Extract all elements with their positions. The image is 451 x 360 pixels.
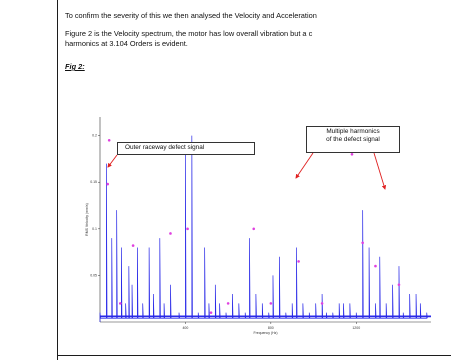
annotation-arrows — [107, 152, 387, 190]
paragraph-figure-desc-line2: harmonics at 3.104 Orders is evident. — [65, 39, 188, 48]
outer-raceway-callout: Outer raceway defect signal — [117, 142, 255, 155]
harmonic-marker-9 — [269, 302, 273, 305]
page-bottom-edge — [58, 355, 451, 356]
arrow-outer-raceway — [107, 154, 118, 168]
multiple-harmonics-label-line2: of the defect signal — [326, 136, 380, 143]
harmonic-marker-14 — [374, 264, 377, 268]
document-page: To confirm the severity of this we then … — [57, 0, 451, 360]
multiple-harmonics-label-line1: Multiple harmonics — [326, 128, 380, 135]
harmonic-marker-1 — [107, 138, 111, 142]
figure-label: Fig 2: — [65, 62, 85, 71]
harmonic-marker-2 — [118, 302, 122, 305]
y-axis-label: RMS Velocity (mm/s) — [85, 203, 89, 236]
harmonic-marker-6 — [209, 311, 213, 314]
x-tick-label-1: 800 — [268, 326, 274, 330]
harmonic-marker-8 — [252, 227, 256, 231]
y-tick-label-3: 0.2 — [92, 134, 97, 138]
arrow-harmonic-1 — [295, 152, 314, 179]
y-tick-label-1: 0.1 — [92, 227, 97, 231]
multiple-harmonics-callout: Multiple harmonics of the defect signal — [306, 126, 400, 153]
y-tick-label-0: 0.05 — [90, 273, 97, 277]
harmonic-marker-12 — [350, 152, 354, 156]
velocity-spectrum-plot: 400 800 1200 0.05 0.1 0.15 0.2 Frequency (Hz) RM… — [85, 117, 431, 335]
harmonic-marker-10 — [297, 260, 300, 263]
paragraph-intro: To confirm the severity of this we then … — [65, 11, 317, 20]
harmonic-marker-13 — [361, 241, 364, 245]
spectrum-line — [99, 135, 428, 322]
plot-axes — [99, 117, 431, 323]
harmonic-marker-5 — [186, 227, 189, 231]
harmonic-marker-7 — [226, 302, 230, 305]
x-tick-label-2: 1200 — [352, 326, 360, 330]
x-axis-label: Frequency (Hz) — [253, 331, 277, 335]
harmonic-marker-0 — [106, 182, 109, 186]
arrow-harmonic-2 — [373, 152, 387, 190]
harmonic-marker-11 — [320, 302, 324, 305]
y-tick-label-2: 0.15 — [90, 180, 97, 184]
outer-raceway-label: Outer raceway defect signal — [125, 144, 205, 151]
harmonic-marker-4 — [169, 232, 172, 235]
harmonic-marker-3 — [131, 244, 135, 247]
harmonic-markers — [106, 138, 401, 314]
paragraph-figure-desc-line1: Figure 2 is the Velocity spectrum, the m… — [65, 29, 313, 38]
spectrum-series — [99, 135, 431, 322]
harmonic-marker-15 — [397, 283, 401, 287]
axis-ticks: 400 800 1200 0.05 0.1 0.15 0.2 Frequency (Hz) RM… — [85, 134, 360, 335]
x-tick-label-0: 400 — [182, 326, 188, 330]
